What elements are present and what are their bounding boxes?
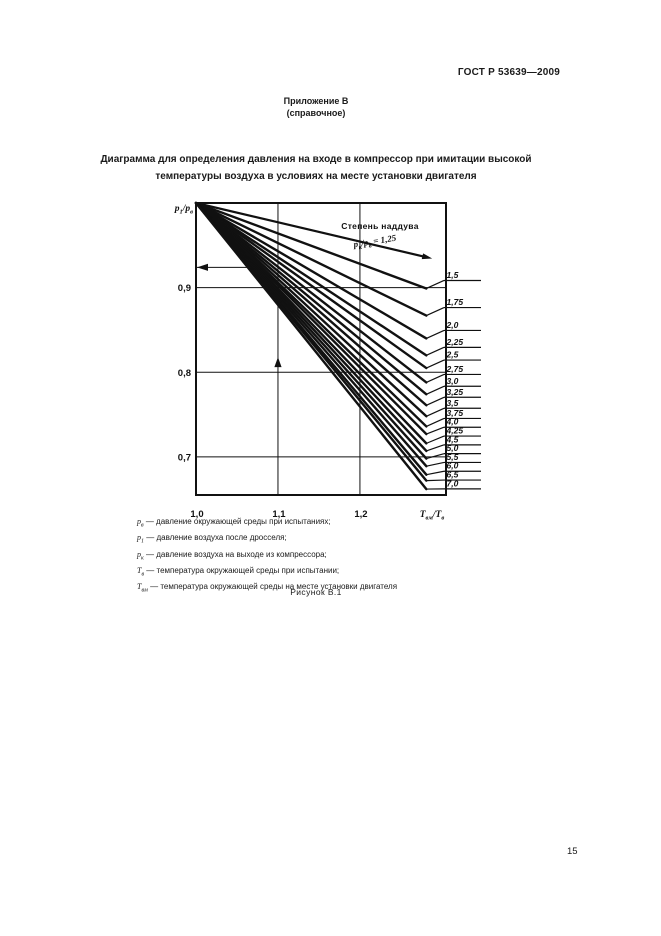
y-tick-0,9: 0,9: [178, 283, 191, 294]
label-leader-line: [426, 435, 445, 444]
label-leader-line: [426, 307, 445, 317]
series-label-3,5: 3,5: [447, 398, 459, 408]
label-leader-line: [426, 444, 445, 452]
label-leader-line: [426, 329, 445, 339]
series-label-1,75: 1,75: [447, 297, 464, 307]
x-axis-label: Tвм/Tв: [420, 510, 445, 522]
label-leader-line: [426, 461, 445, 467]
symbol-legend: pв — давление окружающей среды при испыт…: [137, 516, 397, 597]
label-leader-line: [426, 453, 445, 460]
legend-item: Tв — температура окружающей среды при ис…: [137, 565, 340, 578]
curve-3,25: [194, 201, 428, 407]
figure-chart: 1,51,752,02,252,52,753,03,253,53,754,04,…: [174, 201, 481, 522]
label-leader-line: [426, 426, 445, 435]
label-leader-line: [426, 470, 445, 476]
curve-7,0: [194, 201, 428, 491]
series-label-1,5: 1,5: [447, 270, 459, 280]
curve-2,5: [194, 201, 428, 370]
curve-3,0: [194, 201, 428, 396]
legend-symbol: pв: [137, 517, 144, 529]
up-arrow-icon: [274, 357, 282, 368]
annotation-line1: Степень наддува: [341, 221, 418, 231]
x-tick-1,2: 1,2: [354, 509, 367, 520]
series-label-2,0: 2,0: [446, 320, 459, 330]
series-label-2,25: 2,25: [446, 337, 464, 347]
curve-1,25: [194, 201, 428, 259]
annotation-line2: pк/pв = 1,25: [352, 233, 398, 252]
curve-1,75: [194, 201, 428, 317]
appendix-subtitle: (справочное): [286, 108, 346, 118]
plot-border: [195, 202, 447, 496]
legend-item: pк — давление воздуха на выходе из компр…: [137, 549, 327, 562]
label-leader-line: [426, 346, 445, 356]
series-label-6,0: 6,0: [447, 461, 459, 471]
series-label-3,25: 3,25: [447, 387, 464, 397]
figure-caption: Рисунок В.1: [290, 587, 342, 597]
label-leader-line: [426, 479, 445, 482]
series-label-5,5: 5,5: [447, 452, 459, 462]
y-tick-0,8: 0,8: [178, 368, 191, 379]
label-leader-line: [426, 385, 445, 395]
label-leader-line: [426, 417, 445, 427]
series-label-5,0: 5,0: [447, 443, 459, 453]
figure-area: 1,5 1,75 2,0 2,25 2,5 2,75 3,0 3,25 3,5 3,75 4,0 4,…: [140, 190, 540, 522]
curve-1,5: [194, 201, 428, 290]
series-label-4,0: 4,0: [446, 417, 459, 427]
annotated-line-arrowhead: [421, 253, 433, 260]
label-leader-line: [426, 396, 445, 406]
document-number: ГОСТ Р 53639—2009: [457, 67, 560, 78]
series-label-4,5: 4,5: [446, 434, 459, 444]
series-label-4,25: 4,25: [446, 426, 464, 436]
y-tick-0,7: 0,7: [178, 452, 191, 463]
legend-item: p1 — давление воздуха после дросселя;: [137, 533, 287, 545]
curve-3,5: [194, 201, 428, 418]
series-label-2,75: 2,75: [446, 364, 464, 374]
x-tick-1,1: 1,1: [272, 509, 286, 520]
series-label-6,5: 6,5: [447, 470, 459, 480]
figure-title: Диаграмма для определения давления на вх…: [100, 154, 532, 182]
legend-symbol: Tвм: [137, 582, 148, 594]
legend-symbol: p1: [137, 533, 144, 545]
curve-2,25: [194, 201, 428, 357]
x-tick-1,0: 1,0: [190, 509, 203, 520]
left-arrow-icon: [197, 263, 208, 271]
page-number: 15: [567, 846, 578, 857]
label-leader-line: [426, 407, 445, 417]
series-label-3,75: 3,75: [447, 408, 464, 418]
series-label-3,0: 3,0: [447, 376, 459, 386]
appendix-title: Приложение В: [283, 96, 349, 106]
legend-symbol: pк: [137, 549, 144, 562]
label-leader-line: [426, 359, 445, 369]
legend-item: pв — давление окружающей среды при испыт…: [137, 517, 331, 529]
label-leader-line: [426, 373, 445, 383]
legend-symbol: Tв: [137, 565, 145, 578]
y-axis-label: p1/pв: [174, 204, 193, 216]
curve-2,75: [194, 201, 428, 384]
series-label-2,5: 2,5: [446, 350, 459, 360]
legend-item: Tвм — температура окружающей среды на ме…: [137, 582, 398, 594]
series-label-7,0: 7,0: [447, 478, 459, 488]
label-leader-line: [426, 279, 445, 290]
curve-2,0: [194, 201, 428, 340]
